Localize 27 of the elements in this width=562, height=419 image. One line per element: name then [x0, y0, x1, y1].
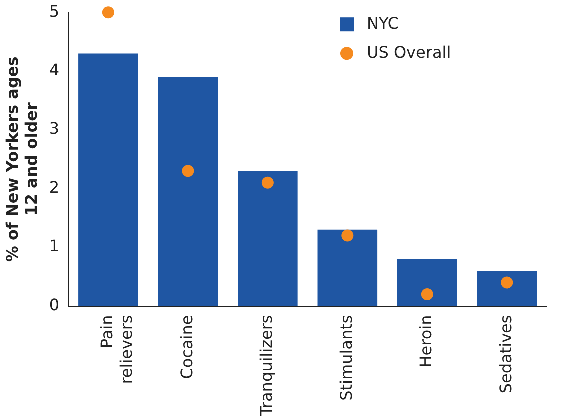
bar	[477, 271, 538, 306]
point	[342, 230, 354, 242]
legend-label: US Overall	[367, 42, 452, 62]
bar	[318, 230, 378, 306]
y-tick-label: 3	[49, 119, 60, 138]
point	[262, 176, 274, 189]
bar	[78, 54, 138, 306]
point	[182, 165, 194, 178]
point	[102, 6, 114, 19]
y-tick-label: 2	[49, 178, 60, 197]
bar	[158, 77, 218, 306]
y-tick-label: 5	[49, 2, 60, 21]
x-tick-label: Stimulants	[336, 315, 356, 401]
y-axis-title: % of New Yorkers ages 12 and older	[2, 56, 41, 262]
x-tick-label: Tranquilizers	[257, 315, 276, 417]
x-tick-label: Pain relievers	[98, 315, 136, 384]
x-tick-label: Heroin	[416, 315, 436, 368]
x-tick-label: Cocaine	[177, 315, 196, 380]
y-tick-label: 0	[49, 295, 60, 314]
bar	[397, 259, 458, 306]
y-tick-label: 1	[49, 236, 60, 256]
x-tick-label: Sedatives	[496, 315, 516, 394]
legend-label: NYC	[367, 14, 400, 33]
y-tick-label: 4	[49, 60, 60, 80]
point	[421, 288, 434, 301]
bar	[238, 171, 298, 306]
point	[501, 276, 514, 289]
